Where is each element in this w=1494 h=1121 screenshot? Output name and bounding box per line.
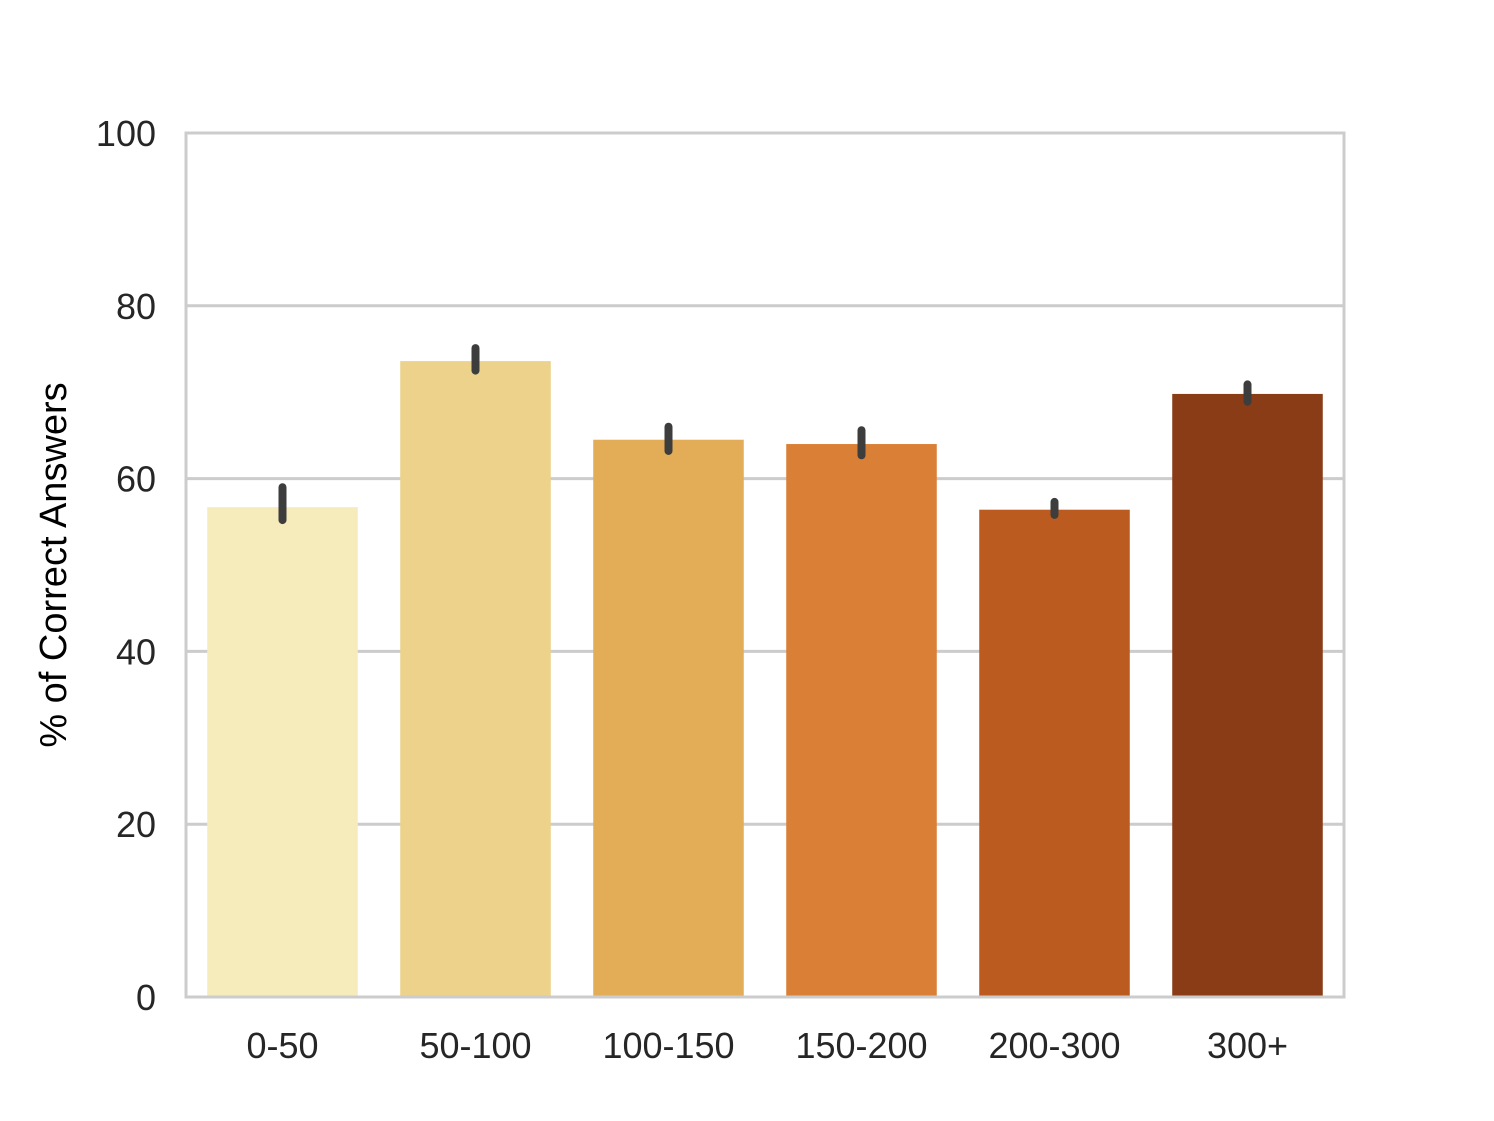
bars xyxy=(207,361,1323,998)
x-tick-label: 50-100 xyxy=(419,1025,531,1066)
bar-200-300 xyxy=(979,509,1130,997)
y-tick-label: 60 xyxy=(116,459,156,500)
y-tick-label: 20 xyxy=(116,804,156,845)
y-tick-label: 80 xyxy=(116,286,156,327)
y-tick-label: 0 xyxy=(136,977,156,1018)
bar-50-100 xyxy=(400,361,551,997)
x-tick-label: 0-50 xyxy=(246,1025,318,1066)
x-tick-label: 150-200 xyxy=(795,1025,927,1066)
y-axis-label: % of Correct Answers xyxy=(33,382,75,747)
error-bars xyxy=(278,344,1252,525)
bar-150-200 xyxy=(786,444,937,997)
y-tick-label: 100 xyxy=(96,113,156,154)
plot-frame xyxy=(184,131,1346,999)
x-tick-label: 100-150 xyxy=(602,1025,734,1066)
bar-0-50 xyxy=(207,507,358,997)
grid-lines xyxy=(186,304,1344,826)
bar-300+ xyxy=(1172,393,1323,998)
y-axis-ticks: 0 20 40 60 80 100 xyxy=(96,113,156,1018)
x-tick-label: 300+ xyxy=(1207,1025,1288,1066)
x-axis-ticks: 0-50 50-100 100-150 150-200 200-300 300+ xyxy=(246,1025,1288,1066)
bar-100-150 xyxy=(593,439,744,998)
x-tick-label: 200-300 xyxy=(988,1025,1120,1066)
y-tick-label: 40 xyxy=(116,631,156,672)
